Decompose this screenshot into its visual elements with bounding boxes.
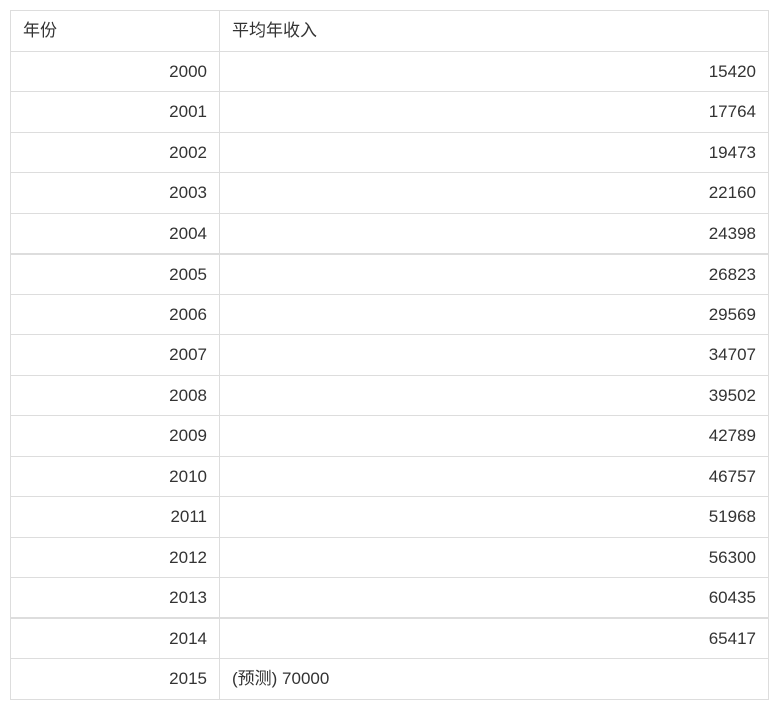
year-cell: 2010 xyxy=(10,455,220,497)
table-row: 2006 29569 xyxy=(10,293,769,335)
income-cell: 34707 xyxy=(219,334,769,376)
income-cell: 17764 xyxy=(219,91,769,133)
year-cell: 2008 xyxy=(10,374,220,416)
year-cell: 2007 xyxy=(10,334,220,376)
income-table: 年份 平均年收入 2000 15420 2001 17764 2002 1947… xyxy=(10,10,769,700)
income-cell: 19473 xyxy=(219,131,769,173)
table-row: 2004 24398 xyxy=(10,212,769,254)
table-row: 2002 19473 xyxy=(10,131,769,173)
year-cell: 2006 xyxy=(10,293,220,335)
table-row: 2014 65417 xyxy=(10,617,769,659)
year-cell: 2009 xyxy=(10,415,220,457)
year-cell: 2014 xyxy=(10,617,220,659)
year-cell: 2015 xyxy=(10,658,220,700)
table-row: 2013 60435 xyxy=(10,577,769,619)
table-row: 2000 15420 xyxy=(10,50,769,92)
table-row: 2005 26823 xyxy=(10,252,769,295)
year-cell: 2000 xyxy=(10,50,220,92)
year-cell: 2002 xyxy=(10,131,220,173)
table-row: 2012 56300 xyxy=(10,536,769,578)
income-forecast-cell: (预测) 70000 xyxy=(219,658,769,700)
table-row: 2003 22160 xyxy=(10,172,769,214)
header-year: 年份 xyxy=(10,10,220,52)
table-row: 2001 17764 xyxy=(10,91,769,133)
income-cell: 56300 xyxy=(219,536,769,578)
table-header-row: 年份 平均年收入 xyxy=(10,10,769,52)
income-cell: 22160 xyxy=(219,172,769,214)
table-row: 2011 51968 xyxy=(10,496,769,538)
income-cell: 24398 xyxy=(219,212,769,254)
year-cell: 2013 xyxy=(10,577,220,619)
year-cell: 2012 xyxy=(10,536,220,578)
table-row: 2010 46757 xyxy=(10,455,769,497)
income-cell: 39502 xyxy=(219,374,769,416)
table-row: 2008 39502 xyxy=(10,374,769,416)
year-cell: 2005 xyxy=(10,252,220,295)
income-cell: 51968 xyxy=(219,496,769,538)
income-cell: 29569 xyxy=(219,293,769,335)
income-cell: 26823 xyxy=(219,252,769,295)
table-row: 2009 42789 xyxy=(10,415,769,457)
income-table-container: 年份 平均年收入 2000 15420 2001 17764 2002 1947… xyxy=(10,10,769,700)
year-cell: 2011 xyxy=(10,496,220,538)
income-cell: 46757 xyxy=(219,455,769,497)
income-cell: 65417 xyxy=(219,617,769,659)
year-cell: 2004 xyxy=(10,212,220,254)
year-cell: 2001 xyxy=(10,91,220,133)
table-row: 2015 (预测) 70000 xyxy=(10,658,769,700)
income-cell: 42789 xyxy=(219,415,769,457)
income-cell: 15420 xyxy=(219,50,769,92)
year-cell: 2003 xyxy=(10,172,220,214)
header-average-income: 平均年收入 xyxy=(219,10,769,52)
income-cell: 60435 xyxy=(219,577,769,619)
table-row: 2007 34707 xyxy=(10,334,769,376)
